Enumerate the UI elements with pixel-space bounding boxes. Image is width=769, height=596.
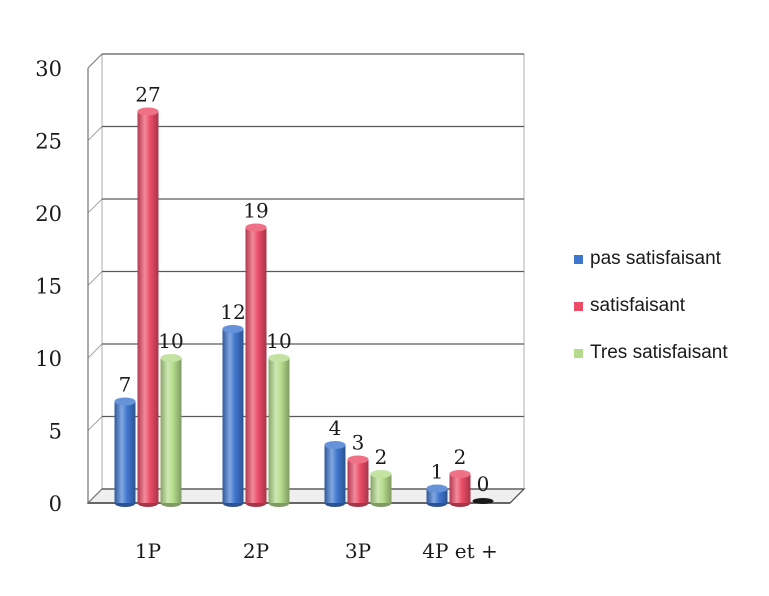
x-tick-label: 2P — [243, 539, 269, 563]
bar — [449, 470, 471, 507]
y-tick-label: 10 — [35, 347, 62, 371]
data-label: 27 — [135, 83, 160, 107]
gridline-diagonal — [87, 53, 103, 69]
legend-swatch — [574, 254, 583, 264]
data-label: 2 — [375, 445, 388, 469]
bar — [222, 325, 244, 507]
data-label: 0 — [477, 472, 490, 496]
legend-item: Tres satisfaisant — [574, 340, 764, 366]
gridline-diagonal — [87, 271, 103, 286]
y-tick-label: 25 — [35, 130, 62, 154]
legend-swatch — [574, 301, 583, 311]
bar — [114, 397, 136, 507]
data-label: 2 — [454, 445, 467, 469]
gridline-diagonal — [87, 126, 103, 141]
gridline-diagonal — [87, 488, 103, 504]
bar — [324, 441, 346, 507]
data-label: 1 — [431, 460, 444, 484]
y-tick-label: 30 — [35, 57, 62, 81]
legend: pas satisfaisant satisfaisant Tres satis… — [574, 246, 764, 387]
bar — [426, 484, 448, 507]
bar — [268, 354, 290, 507]
legend-item: satisfaisant — [574, 293, 764, 319]
y-tick-label: 20 — [35, 202, 62, 226]
bar — [472, 498, 494, 504]
bars — [114, 107, 494, 507]
x-tick-label: 3P — [345, 539, 371, 563]
data-label: 10 — [158, 329, 183, 353]
legend-swatch — [574, 348, 583, 358]
data-label: 19 — [243, 199, 268, 223]
x-axis: 1P 2P 3P 4P et + — [135, 539, 498, 563]
x-tick-label: 1P — [135, 539, 161, 563]
bar — [160, 354, 182, 507]
data-label: 4 — [329, 416, 342, 440]
data-label: 3 — [352, 431, 365, 455]
bar — [245, 223, 267, 507]
gridline-diagonal — [87, 198, 103, 214]
legend-item: pas satisfaisant — [574, 246, 764, 272]
legend-label: satisfaisant — [590, 295, 686, 316]
bar — [347, 455, 369, 507]
bar — [370, 470, 392, 507]
y-tick-label: 5 — [49, 420, 62, 444]
data-label: 12 — [220, 300, 245, 324]
y-tick-label: 15 — [35, 275, 62, 299]
bar — [137, 107, 159, 507]
legend-label: Tres satisfaisant — [590, 342, 728, 363]
data-label: 10 — [266, 329, 291, 353]
x-tick-label: 4P et + — [422, 539, 498, 563]
y-tick-label: 0 — [49, 492, 62, 516]
legend-label: pas satisfaisant — [590, 248, 721, 269]
gridline-diagonal — [87, 416, 103, 431]
data-label: 7 — [119, 373, 132, 397]
gridline-diagonal — [87, 343, 103, 359]
y-axis: 0 5 10 15 20 25 30 — [35, 57, 62, 516]
